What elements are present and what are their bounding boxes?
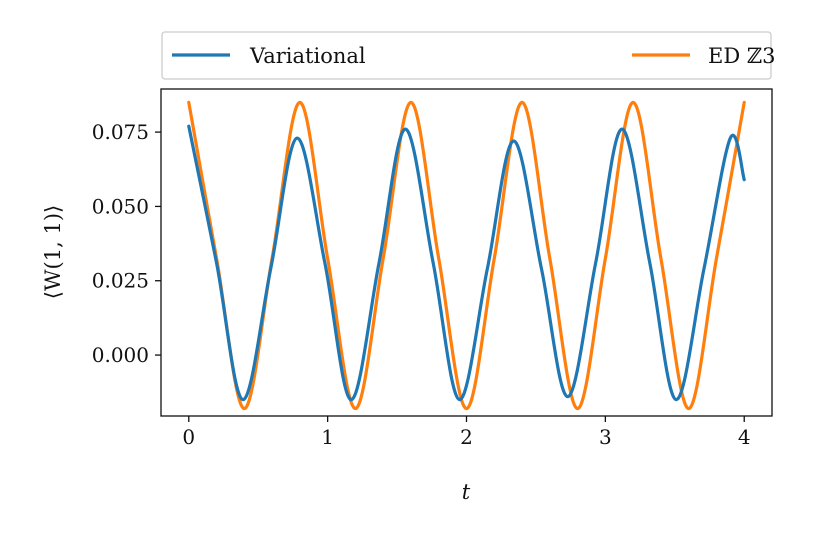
tick-layer: 0 1 2 3 4 0.000 0.025 0.050 0.075 bbox=[92, 120, 751, 449]
y-tick-label: 0.050 bbox=[92, 194, 149, 218]
legend: Variational ED ℤ3 bbox=[161, 31, 776, 80]
x-tick-label: 0 bbox=[182, 425, 195, 449]
y-axis-label: ⟨W(1, 1)⟩ bbox=[41, 205, 65, 299]
series-line-variational bbox=[187, 124, 746, 402]
series-layer bbox=[187, 100, 746, 411]
x-tick-label: 4 bbox=[738, 425, 751, 449]
legend-label-ed: ED ℤ3 bbox=[708, 44, 776, 68]
y-tick-label: 0.075 bbox=[92, 120, 149, 144]
x-tick-label: 3 bbox=[599, 425, 612, 449]
x-tick-label: 1 bbox=[321, 425, 334, 449]
y-tick-label: 0.000 bbox=[92, 343, 149, 367]
legend-frame bbox=[161, 31, 772, 80]
x-axis-label: t bbox=[462, 480, 471, 504]
y-tick-label: 0.025 bbox=[92, 269, 149, 293]
x-tick-label: 2 bbox=[460, 425, 473, 449]
legend-label-variational: Variational bbox=[249, 44, 366, 68]
